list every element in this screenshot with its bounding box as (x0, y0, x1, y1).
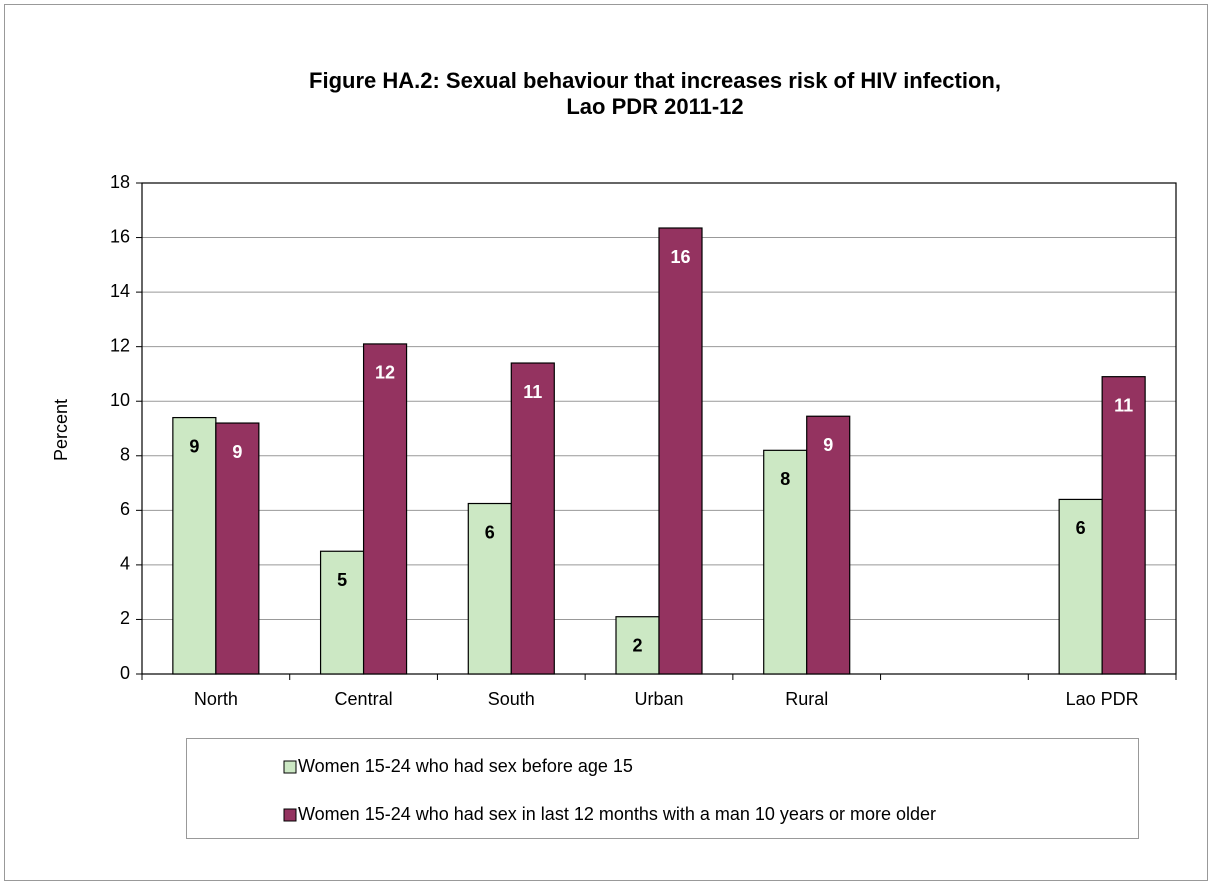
bar (1101, 376, 1146, 675)
bar (467, 502, 512, 675)
legend-label: Women 15-24 who had sex before age 15 (298, 756, 633, 776)
chart-title: Lao PDR 2011-12 (566, 94, 743, 119)
legend-label: Women 15-24 who had sex in last 12 month… (298, 804, 936, 824)
y-tick-label: 2 (120, 608, 130, 628)
y-tick-label: 12 (110, 335, 130, 355)
data-label: 2 (632, 635, 642, 655)
y-tick-label: 14 (110, 281, 130, 301)
bar (615, 616, 660, 675)
data-label: 11 (1114, 395, 1133, 415)
bar (215, 422, 260, 675)
legend-swatch (283, 808, 297, 822)
y-tick-label: 8 (120, 445, 130, 465)
x-tick-label: North (194, 689, 238, 709)
data-label: 11 (523, 382, 542, 402)
data-label: 9 (232, 442, 242, 462)
legend-box (186, 738, 1139, 839)
y-tick-label: 16 (110, 226, 130, 246)
y-tick-label: 0 (120, 663, 130, 683)
bar (319, 550, 365, 675)
bar (763, 449, 808, 675)
data-label: 12 (375, 363, 395, 383)
data-label: 6 (1076, 518, 1086, 538)
data-label: 9 (823, 435, 833, 455)
y-tick-label: 6 (120, 499, 130, 519)
x-tick-label: Lao PDR (1066, 689, 1139, 709)
y-tick-label: 10 (110, 390, 130, 410)
bar (1058, 498, 1103, 675)
data-label: 8 (780, 469, 790, 489)
y-tick-label: 4 (120, 554, 130, 574)
x-tick-label: Central (335, 689, 393, 709)
bar (658, 227, 703, 675)
data-label: 9 (189, 436, 199, 456)
x-tick-label: Urban (634, 689, 683, 709)
data-label: 5 (337, 570, 347, 590)
data-label: 16 (670, 247, 690, 267)
bar (510, 362, 555, 675)
chart-title: Figure HA.2: Sexual behaviour that incre… (309, 68, 1001, 93)
y-axis-title: Percent (51, 399, 71, 461)
x-tick-label: South (488, 689, 535, 709)
y-tick-label: 18 (110, 172, 130, 192)
data-label: 6 (485, 522, 495, 542)
x-tick-label: Rural (785, 689, 828, 709)
bar (172, 416, 217, 675)
bar (362, 343, 408, 675)
bar (806, 415, 851, 675)
legend-swatch (283, 760, 297, 774)
